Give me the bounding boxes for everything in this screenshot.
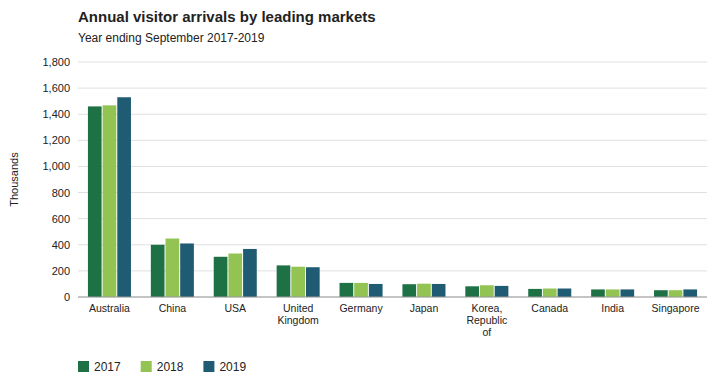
- y-tick-label: 1,800: [42, 56, 70, 68]
- bar: [277, 265, 291, 297]
- x-axis: Australia China USA UnitedKingdom Germany Jap…: [89, 302, 700, 338]
- bar: [495, 286, 509, 297]
- bar: [103, 105, 117, 297]
- bar: [166, 239, 180, 297]
- bar: [306, 267, 320, 297]
- x-tick-label: Singapore: [652, 302, 700, 314]
- bar: [291, 267, 305, 297]
- bar: [88, 106, 102, 297]
- bar: [432, 284, 446, 297]
- x-tick-label: Canada: [531, 302, 568, 314]
- grid-line: [78, 88, 707, 89]
- y-tick-label: 400: [52, 239, 70, 251]
- grid: [78, 62, 707, 297]
- x-tick-label: Korea,Republicof: [466, 302, 507, 338]
- bar: [683, 289, 697, 297]
- x-axis-line: [78, 297, 707, 298]
- bar: [369, 284, 383, 297]
- chart: Annual visitor arrivals by leading marke…: [0, 0, 721, 385]
- y-axis-label: Thousands: [8, 152, 20, 207]
- legend-swatch: [78, 361, 89, 372]
- y-tick-label: 1,000: [42, 160, 70, 172]
- grid-line: [78, 62, 707, 63]
- y-tick-label: 200: [52, 265, 70, 277]
- bar: [558, 289, 572, 297]
- bar: [228, 254, 242, 297]
- y-axis: 0 200 400 600 800 1,000 1,200 1,400 1,600 1,800: [42, 56, 70, 303]
- bar: [340, 283, 354, 297]
- x-tick-label: India: [601, 302, 624, 314]
- x-tick-label: China: [159, 302, 187, 314]
- x-tick-label: USA: [224, 302, 246, 314]
- grid-line: [78, 114, 707, 115]
- bar: [465, 286, 479, 297]
- grid-line: [78, 297, 707, 298]
- bar: [480, 285, 494, 297]
- bar: [528, 289, 542, 297]
- legend-label: 2017: [94, 360, 121, 374]
- y-tick-label: 0: [64, 291, 70, 303]
- legend-label: 2018: [157, 360, 184, 374]
- legend-swatch: [141, 361, 152, 372]
- y-tick-label: 1,200: [42, 134, 70, 146]
- x-tick-label: Australia: [89, 302, 130, 314]
- bar: [417, 284, 431, 297]
- subtitle: Year ending September 2017-2019: [78, 31, 265, 45]
- y-tick-label: 1,400: [42, 108, 70, 120]
- bar: [214, 257, 228, 297]
- bar: [591, 289, 605, 297]
- y-tick-label: 800: [52, 187, 70, 199]
- x-tick-label: Japan: [410, 302, 439, 314]
- x-tick-label: Germany: [339, 302, 383, 314]
- x-tick-label: UnitedKingdom: [277, 302, 319, 326]
- bar: [117, 97, 131, 297]
- bar: [354, 283, 368, 297]
- legend-swatch: [203, 361, 214, 372]
- legend: 2017 2018 2019: [78, 360, 246, 374]
- grid-line: [78, 218, 707, 219]
- bar: [654, 290, 668, 297]
- bar: [180, 243, 194, 297]
- legend-label: 2019: [219, 360, 246, 374]
- bar: [151, 245, 165, 297]
- bar: [243, 249, 257, 297]
- bar: [543, 289, 557, 297]
- y-tick-label: 1,600: [42, 82, 70, 94]
- y-tick-label: 600: [52, 213, 70, 225]
- bar: [620, 289, 634, 297]
- grid-line: [78, 192, 707, 193]
- title: Annual visitor arrivals by leading marke…: [78, 8, 376, 25]
- bar: [402, 284, 416, 297]
- grid-line: [78, 140, 707, 141]
- bars: [88, 97, 697, 297]
- grid-line: [78, 166, 707, 167]
- bar: [606, 289, 620, 297]
- bar: [669, 290, 683, 297]
